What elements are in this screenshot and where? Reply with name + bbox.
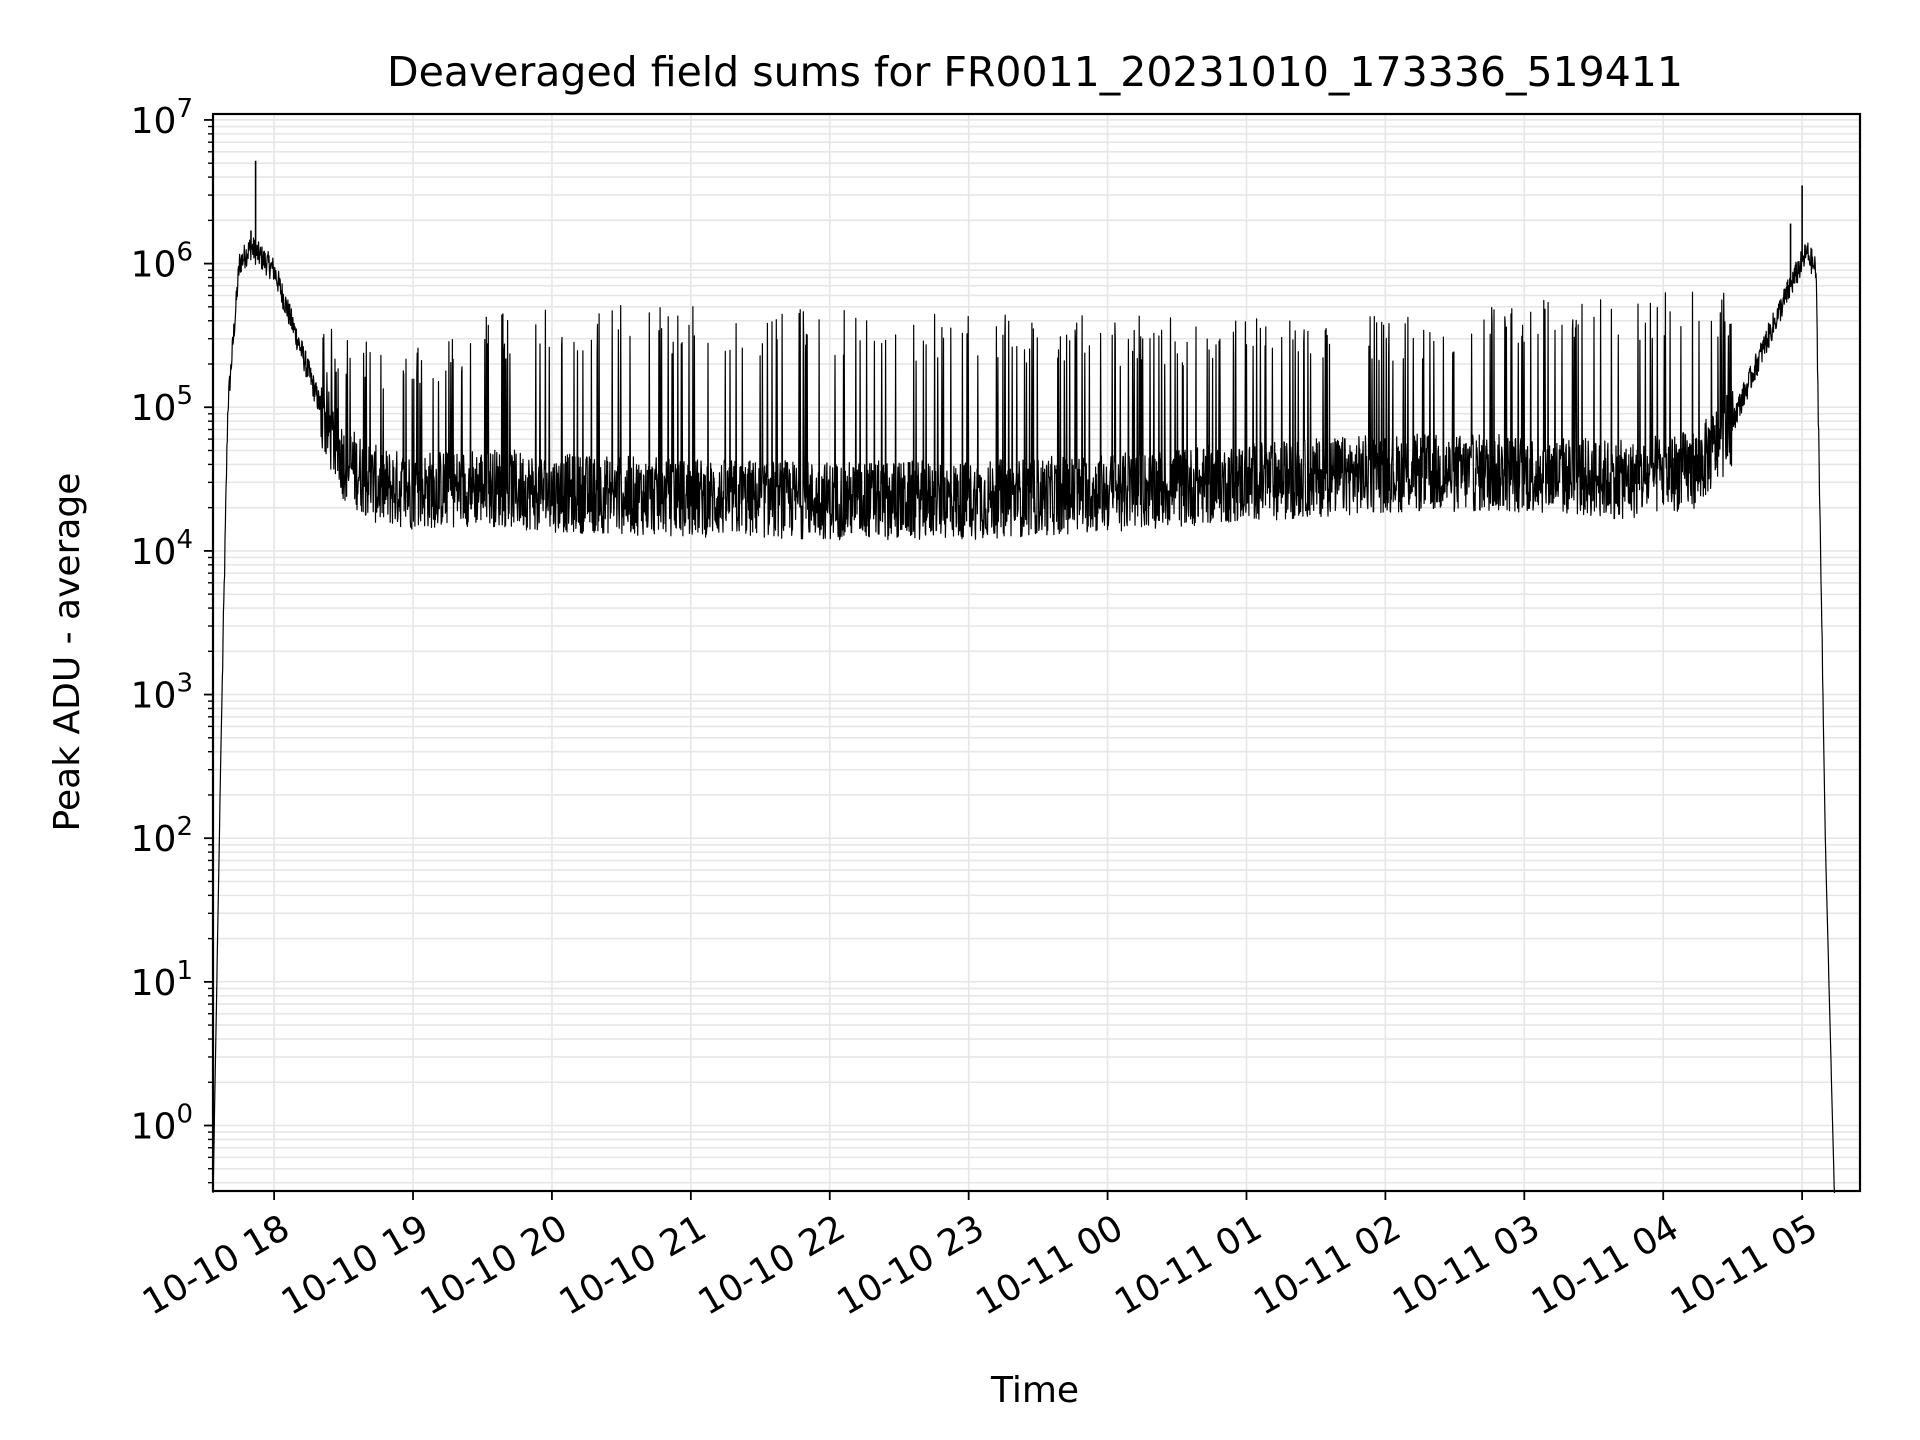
chart-title: Deaveraged field sums for FR0011_2023101… <box>387 48 1683 96</box>
y-axis: 100 101 102 103 104 105 106 107 <box>131 94 213 1184</box>
y-tick-label: 106 <box>131 238 193 286</box>
plot-frame <box>211 112 1862 1193</box>
y-tick-label: 107 <box>131 94 193 142</box>
grid <box>213 114 1860 1191</box>
y-axis-label: Peak ADU - average <box>47 473 88 832</box>
x-axis-label: Time <box>990 1370 1079 1411</box>
y-tick-label: 101 <box>131 956 193 1004</box>
y-tick-label: 102 <box>131 812 193 860</box>
y-tick-label: 100 <box>131 1100 193 1148</box>
y-tick-label: 104 <box>131 525 193 573</box>
series-line <box>212 237 1836 1194</box>
series <box>212 160 1836 1194</box>
y-tick-label: 105 <box>131 381 193 429</box>
y-tick-label: 103 <box>131 669 193 717</box>
